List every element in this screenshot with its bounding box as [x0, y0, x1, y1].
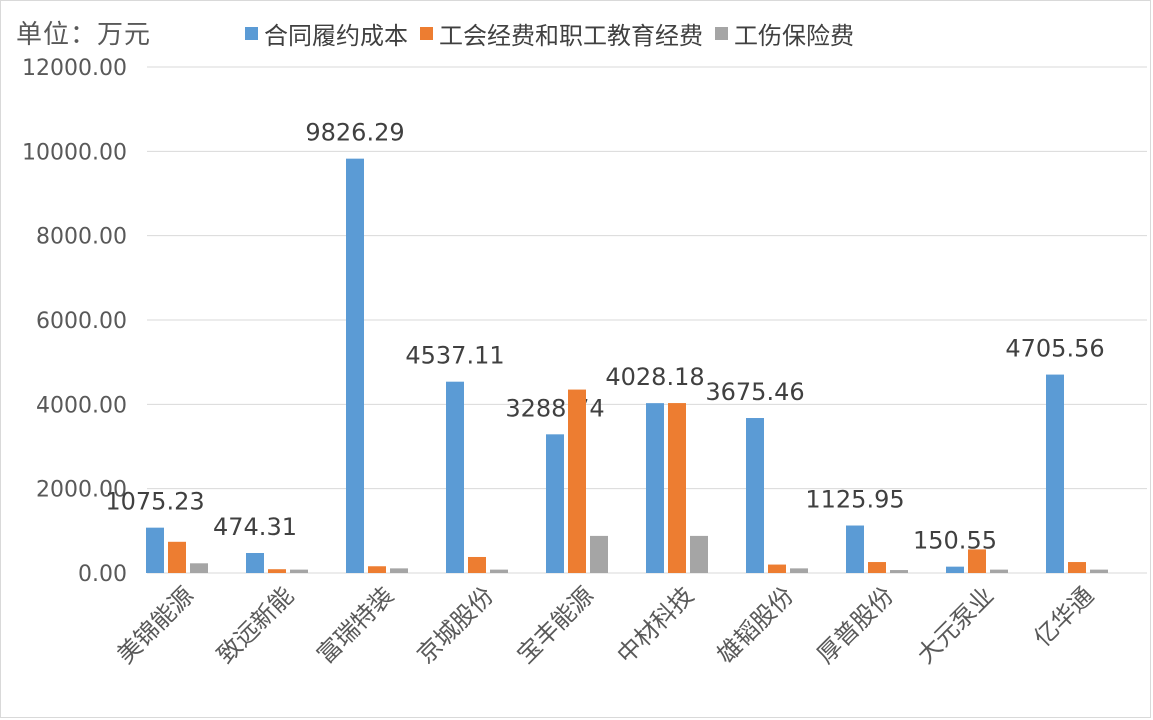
data-label: 9826.29 — [305, 119, 404, 147]
legend-label: 工伤保险费 — [734, 22, 854, 50]
data-label: 4705.56 — [1005, 335, 1104, 363]
y-tick-label: 6000.00 — [36, 309, 127, 334]
x-category-label: 中材科技 — [612, 581, 700, 669]
legend: 合同履约成本 工会经费和职工教育经费 工伤保险费 — [245, 16, 866, 51]
bar — [1090, 569, 1108, 573]
bar — [190, 563, 208, 573]
bar — [146, 527, 164, 573]
y-tick-label: 12000.00 — [22, 56, 127, 81]
x-category-label: 大元泵业 — [912, 581, 1000, 669]
y-tick-label: 4000.00 — [36, 393, 127, 418]
legend-swatch — [715, 27, 728, 40]
data-label: 474.31 — [213, 513, 297, 541]
x-category-label: 富瑞特装 — [312, 581, 400, 669]
y-tick-label: 8000.00 — [36, 225, 127, 250]
bar — [968, 549, 986, 573]
bar — [646, 403, 664, 573]
y-tick-label: 2000.00 — [36, 478, 127, 503]
unit-label: 单位：万元 — [16, 20, 152, 50]
bar — [946, 566, 964, 573]
bar — [246, 552, 264, 573]
bar — [290, 569, 308, 573]
bar — [868, 562, 886, 573]
data-label: 1075.23 — [105, 488, 204, 516]
bar — [746, 418, 764, 573]
data-label: 4028.18 — [605, 363, 704, 391]
x-category-label: 亿华通 — [1029, 581, 1100, 652]
bar — [568, 389, 586, 573]
data-label: 4537.11 — [405, 342, 504, 370]
x-category-label: 雄韬股份 — [712, 581, 800, 669]
legend-label: 合同履约成本 — [264, 22, 408, 50]
x-category-label: 致远新能 — [212, 581, 300, 669]
bar — [446, 381, 464, 573]
x-category-label: 厚普股份 — [812, 581, 900, 669]
bar — [368, 566, 386, 573]
x-category-label: 宝丰能源 — [512, 581, 600, 669]
legend-item-injury-insurance: 工伤保险费 — [715, 16, 854, 51]
bar — [590, 535, 608, 573]
data-label: 1125.95 — [805, 486, 904, 514]
y-tick-label: 10000.00 — [22, 140, 127, 165]
bar — [668, 403, 686, 573]
bar — [268, 569, 286, 573]
bar — [790, 568, 808, 573]
bar — [390, 568, 408, 573]
x-category-label: 美锦能源 — [112, 581, 200, 669]
legend-swatch — [245, 27, 258, 40]
bar — [1046, 374, 1064, 573]
bar — [546, 434, 564, 573]
bar — [890, 570, 908, 573]
bar — [846, 525, 864, 573]
bar — [768, 564, 786, 573]
y-tick-label: 0.00 — [78, 562, 127, 587]
data-label: 3288.74 — [505, 394, 604, 422]
data-label: 3675.46 — [705, 378, 804, 406]
bar — [690, 535, 708, 573]
bar — [490, 569, 508, 573]
bar — [990, 569, 1008, 573]
x-category-label: 京城股份 — [412, 581, 500, 669]
legend-item-union-fee: 工会经费和职工教育经费 — [420, 16, 703, 51]
legend-item-contract-cost: 合同履约成本 — [245, 16, 408, 51]
bar — [1068, 562, 1086, 573]
bar — [346, 158, 364, 573]
legend-swatch — [420, 27, 433, 40]
legend-label: 工会经费和职工教育经费 — [439, 22, 703, 50]
bar — [468, 556, 486, 573]
bar — [168, 541, 186, 573]
